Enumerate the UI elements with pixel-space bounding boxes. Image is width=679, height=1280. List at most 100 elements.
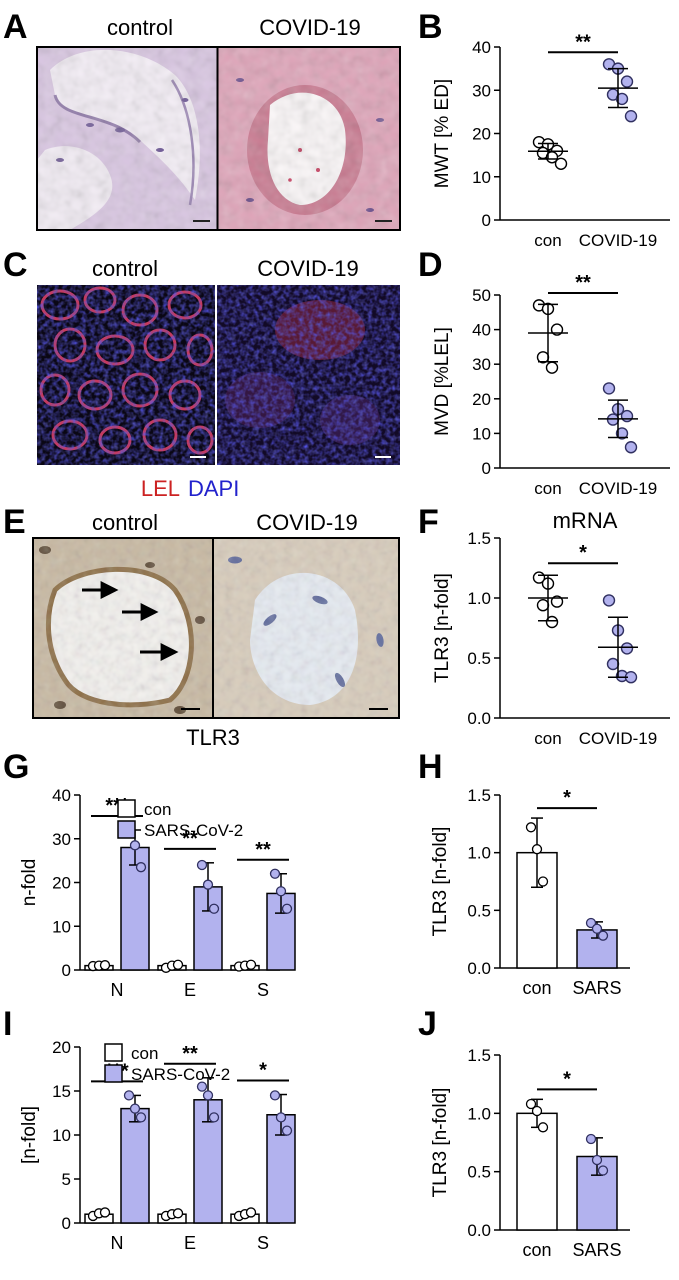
legend-label: con: [131, 1044, 158, 1063]
panel-letter-c: C: [3, 246, 28, 284]
y-tick-label: 0: [482, 459, 491, 478]
y-axis-label: [n-fold]: [19, 1106, 40, 1164]
micrograph-a-covid: [218, 47, 400, 230]
y-tick-label: 5: [62, 1170, 71, 1189]
y-tick-label: 15: [52, 1082, 71, 1101]
x-tick-label: E: [184, 980, 196, 1000]
legend-swatch: [104, 1064, 123, 1083]
data-point: [269, 868, 281, 879]
data-point: [281, 1125, 293, 1136]
data-point: [135, 1112, 147, 1123]
data-point: [172, 959, 184, 970]
legend-swatch: [104, 1043, 123, 1062]
y-tick-label: 0.0: [467, 959, 491, 978]
data-point: [615, 427, 629, 440]
y-tick-label: 10: [472, 168, 491, 187]
micrograph-e-covid: [213, 538, 399, 718]
x-tick-label: S: [257, 980, 269, 1000]
significance-label: *: [259, 1060, 267, 1082]
significance-label: **: [255, 839, 271, 861]
significance-label: **: [182, 1043, 198, 1065]
panel-a-label-covid: COVID-19: [259, 15, 360, 40]
y-tick-label: 10: [472, 424, 491, 443]
significance-label: *: [563, 787, 571, 809]
panel-letter-g: G: [3, 748, 29, 786]
chart-f: 0.0 0.5 1.0 1.5 TLR3 [n-fold] mRNA con COVID-19…: [432, 508, 670, 748]
panel-letter-d: D: [418, 246, 443, 284]
y-axis-label: n-fold: [19, 859, 40, 907]
data-point: [554, 157, 568, 170]
y-tick-label: 0.5: [467, 1163, 491, 1182]
data-point: [99, 1207, 111, 1218]
data-point: [597, 930, 609, 941]
x-tick-label: SARS: [572, 978, 621, 998]
significance-label: **: [575, 31, 591, 53]
y-tick-label: 0: [62, 961, 71, 980]
data-point: [585, 1133, 597, 1145]
y-tick-label: 20: [472, 390, 491, 409]
data-point: [545, 615, 559, 629]
legend-label: SARS-CoV-2: [144, 821, 243, 840]
data-point: [99, 960, 111, 971]
y-tick-label: 1.0: [467, 1104, 491, 1123]
y-tick-label: 30: [472, 81, 491, 100]
x-tick-label: con: [522, 978, 551, 998]
micrograph-a-control: [37, 47, 217, 230]
data-point: [196, 1081, 208, 1092]
significance-label: *: [579, 542, 587, 564]
data-point: [196, 859, 208, 871]
legend-swatch: [117, 820, 136, 839]
panel-c-label-covid: COVID-19: [257, 256, 358, 281]
panel-e: control COVID-19: [32, 510, 400, 750]
x-tick-label: con: [534, 729, 561, 748]
panel-letter-i: I: [3, 1005, 12, 1043]
panel-c: control COVID-19 L: [37, 256, 400, 501]
panel-letter-h: H: [418, 748, 443, 786]
data-point: [531, 844, 543, 855]
significance-label: *: [563, 1068, 571, 1090]
x-tick-label: SARS: [572, 1240, 621, 1260]
chart-d: 0 10 20 30 40 50 MVD [%LEL] con COVID-19 **: [432, 272, 670, 498]
x-tick-label: E: [184, 1233, 196, 1253]
bar: [516, 1112, 558, 1231]
y-tick-label: 40: [472, 38, 491, 57]
y-tick-label: 0.0: [467, 1221, 491, 1240]
data-point: [591, 923, 603, 934]
data-point: [624, 109, 638, 123]
panel-letter-b: B: [418, 8, 443, 46]
legend-label: SARS-CoV-2: [131, 1065, 230, 1084]
data-point: [537, 1122, 549, 1133]
data-point: [545, 361, 559, 374]
x-tick-label: S: [257, 1233, 269, 1253]
data-point: [620, 409, 634, 423]
panel-a-label-control: control: [107, 15, 173, 40]
y-axis-label: TLR3 [n-fold]: [432, 573, 453, 683]
y-tick-label: 0: [482, 211, 491, 230]
micrograph-e-control: [33, 538, 213, 718]
data-point: [269, 1090, 281, 1101]
x-tick-label: N: [111, 980, 124, 1000]
data-point: [624, 441, 638, 454]
y-axis-label: TLR3 [n-fold]: [430, 827, 451, 937]
y-tick-label: 1.5: [467, 529, 491, 548]
data-point: [208, 903, 220, 914]
panel-letter-f: F: [418, 503, 439, 541]
data-point: [525, 822, 537, 833]
data-point: [172, 1208, 184, 1219]
data-point: [602, 382, 616, 395]
data-point: [208, 1112, 220, 1123]
legend-swatch: [117, 799, 136, 818]
y-tick-label: 0.5: [467, 649, 491, 668]
y-tick-label: 20: [52, 1038, 71, 1057]
panel-letter-j: J: [418, 1005, 437, 1043]
data-point: [129, 1103, 141, 1114]
y-tick-label: 50: [472, 286, 491, 305]
x-tick-label: con: [534, 479, 561, 498]
panel-e-caption-tlr3: TLR3: [186, 725, 240, 750]
y-axis-label: MVD [%LEL]: [432, 327, 453, 436]
y-tick-label: 1.5: [467, 786, 491, 805]
y-tick-label: 0.5: [467, 901, 491, 920]
data-point: [620, 75, 634, 88]
data-point: [275, 1112, 287, 1123]
